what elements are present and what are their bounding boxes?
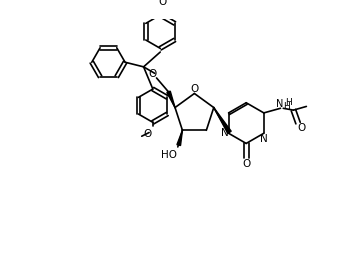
Polygon shape bbox=[214, 108, 231, 133]
Text: N: N bbox=[260, 134, 268, 144]
Text: O: O bbox=[242, 159, 250, 169]
Text: H: H bbox=[285, 98, 292, 107]
Text: O: O bbox=[298, 123, 306, 133]
Text: O: O bbox=[158, 0, 166, 7]
Text: HO: HO bbox=[161, 150, 177, 160]
Text: N: N bbox=[221, 128, 229, 138]
Text: N: N bbox=[276, 99, 283, 109]
Text: H: H bbox=[283, 102, 289, 111]
Polygon shape bbox=[177, 130, 183, 146]
Polygon shape bbox=[167, 91, 175, 108]
Text: O: O bbox=[149, 69, 157, 79]
Text: O: O bbox=[143, 129, 151, 139]
Text: O: O bbox=[190, 84, 199, 94]
